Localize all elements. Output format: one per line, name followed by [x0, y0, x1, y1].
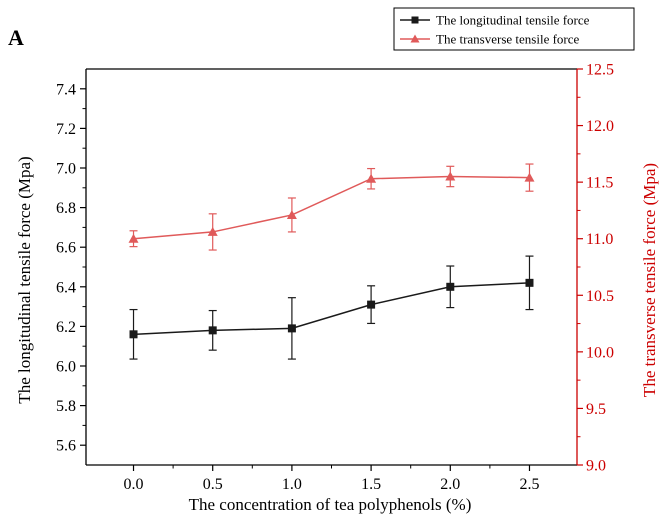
x-tick-label: 2.0	[440, 476, 460, 493]
x-tick-label: 0.5	[203, 476, 223, 493]
data-point-square	[525, 278, 534, 287]
data-point-square	[287, 324, 296, 333]
x-tick-label: 1.0	[282, 476, 302, 493]
legend-marker-triangle	[410, 34, 420, 43]
series-line-0	[133, 282, 530, 336]
left-y-tick-label: 6.2	[56, 319, 76, 336]
plot-area: 0.0 0.5 1.0 1.5 2.0 2.5 5.6 5.8 6.0 6.2 6.4 6.6 6.8 7…	[56, 62, 614, 494]
left-y-tick-label: 7.2	[56, 121, 76, 138]
series-line-1	[133, 175, 530, 240]
x-tick-label: 2.5	[519, 476, 539, 493]
right-y-tick-label: 11.0	[586, 231, 613, 248]
right-y-tick-label: 10.5	[586, 288, 614, 305]
x-axis-label: The concentration of tea polyphenols (%)	[189, 495, 472, 514]
panel-label: A	[8, 25, 24, 50]
legend-marker-square	[411, 16, 419, 24]
data-point-triangle	[128, 233, 139, 243]
right-y-tick-label: 12.0	[586, 118, 614, 135]
left-y-tick-label: 6.8	[56, 200, 76, 217]
right-y-axis-label: The transverse tensile force (Mpa)	[640, 163, 659, 397]
data-point-triangle	[366, 173, 377, 183]
left-y-tick-label: 7.4	[56, 81, 76, 98]
data-point-square	[129, 330, 138, 339]
legend: The longitudinal tensile force The trans…	[393, 7, 635, 51]
left-y-tick-label: 6.6	[56, 240, 76, 257]
x-tick-label: 0.0	[124, 476, 144, 493]
left-y-tick-label: 6.4	[56, 279, 76, 296]
left-y-tick-label: 6.0	[56, 359, 76, 376]
data-point-triangle	[524, 172, 535, 182]
legend-label-left-series: The longitudinal tensile force	[436, 13, 590, 28]
data-point-square	[367, 300, 376, 309]
right-y-tick-label: 12.5	[586, 62, 614, 79]
right-y-tick-label: 9.5	[586, 401, 606, 418]
data-point-triangle	[286, 209, 297, 219]
left-y-axis-label: The longitudinal tensile force (Mpa)	[15, 156, 34, 403]
left-y-tick-label: 5.6	[56, 438, 76, 455]
data-point-square	[208, 326, 217, 335]
right-y-tick-label: 9.0	[586, 458, 606, 475]
data-point-triangle	[207, 226, 218, 236]
right-y-tick-label: 10.0	[586, 344, 614, 361]
legend-label-right-series: The transverse tensile force	[436, 32, 580, 47]
right-y-tick-label: 11.5	[586, 175, 613, 192]
legend-box	[393, 7, 635, 51]
left-y-tick-label: 5.8	[56, 398, 76, 415]
left-y-tick-label: 7.0	[56, 161, 76, 178]
data-point-triangle	[445, 171, 456, 181]
data-point-square	[446, 282, 455, 291]
x-tick-label: 1.5	[361, 476, 381, 493]
